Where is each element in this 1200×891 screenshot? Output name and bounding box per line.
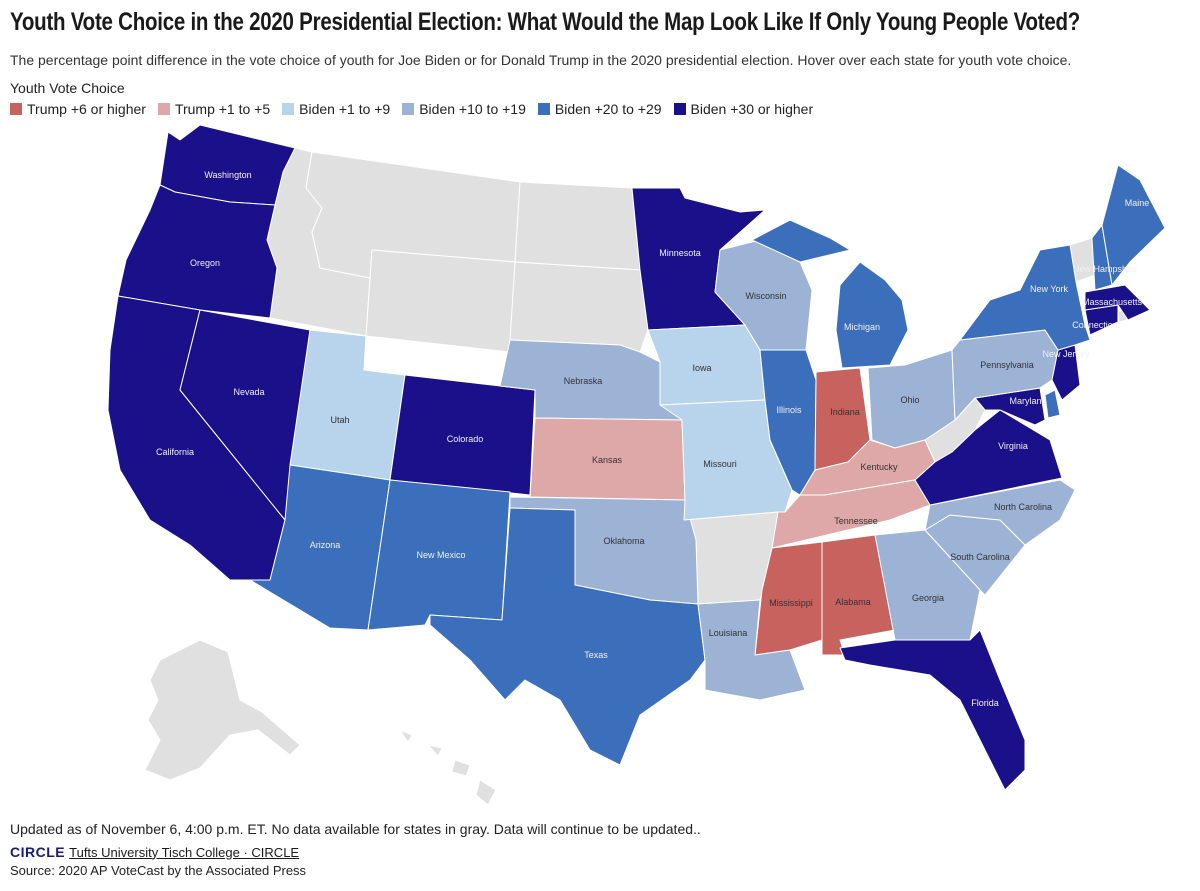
legend-label: Biden +30 or higher	[690, 101, 814, 117]
state-hawaii[interactable]	[399, 729, 497, 806]
legend-label: Trump +1 to +5	[174, 101, 271, 117]
state-wisconsin[interactable]	[714, 239, 813, 351]
update-note: Updated as of November 6, 4:00 p.m. ET. …	[10, 821, 701, 837]
legend: Trump +6 or higher Trump +1 to +5 Biden …	[10, 101, 813, 117]
legend-swatch	[157, 103, 170, 115]
state-oregon[interactable]	[117, 184, 278, 319]
legend-swatch	[10, 103, 22, 115]
legend-swatch	[673, 103, 686, 115]
no-data-states	[144, 147, 1128, 806]
state-louisiana[interactable]	[697, 599, 806, 701]
chart-title: Youth Vote Choice in the 2020 Presidenti…	[10, 8, 1081, 36]
state-utah[interactable]	[289, 329, 406, 481]
state-georgia[interactable]	[874, 529, 981, 641]
legend-label: Biden +20 to +29	[554, 101, 662, 117]
circle-logo: CIRCLE	[10, 844, 66, 860]
state-florida[interactable]	[839, 629, 1026, 791]
state-south-dakota[interactable]	[509, 261, 649, 353]
legend-title: Youth Vote Choice	[10, 80, 125, 96]
legend-item-biden-1[interactable]: Biden +1 to +9	[282, 101, 390, 117]
state-massachusetts[interactable]	[1084, 284, 1151, 321]
state-maine[interactable]	[1101, 164, 1166, 286]
legend-item-biden-30[interactable]: Biden +30 or higher	[673, 101, 814, 117]
chart-subtitle: The percentage point difference in the v…	[10, 52, 1072, 68]
source-note: Source: 2020 AP VoteCast by the Associat…	[10, 863, 307, 878]
legend-item-biden-10[interactable]: Biden +10 to +19	[402, 101, 526, 117]
legend-item-trump-1[interactable]: Trump +1 to +5	[157, 101, 271, 117]
state-wyoming[interactable]	[365, 249, 516, 353]
legend-swatch	[537, 103, 550, 115]
tisch-college-link[interactable]: Tufts University Tisch College · CIRCLE	[69, 844, 300, 860]
legend-label: Biden +10 to +19	[419, 101, 526, 117]
state-north-dakota[interactable]	[514, 181, 641, 271]
state-texas[interactable]	[429, 507, 706, 766]
state-kansas[interactable]	[529, 417, 686, 501]
state-new-mexico[interactable]	[367, 479, 511, 631]
legend-item-trump-6[interactable]: Trump +6 or higher	[10, 101, 146, 117]
state-ohio[interactable]	[867, 349, 956, 449]
state-delaware[interactable]	[1044, 389, 1061, 419]
state-north-carolina[interactable]	[924, 479, 1076, 546]
legend-item-biden-20[interactable]: Biden +20 to +29	[537, 101, 662, 117]
state-colorado[interactable]	[389, 374, 536, 496]
legend-swatch	[282, 103, 295, 115]
us-map: Washington Oregon California Nevada Colo…	[107, 124, 1166, 806]
state-michigan[interactable]	[751, 219, 909, 369]
legend-swatch	[402, 103, 415, 115]
credit-line: CIRCLE Tufts University Tisch College · …	[10, 844, 299, 860]
state-iowa[interactable]	[647, 324, 766, 406]
legend-label: Trump +6 or higher	[27, 101, 146, 117]
state-new-york[interactable]	[959, 244, 1091, 351]
state-alaska[interactable]	[144, 639, 301, 781]
legend-label: Biden +1 to +9	[299, 101, 391, 117]
